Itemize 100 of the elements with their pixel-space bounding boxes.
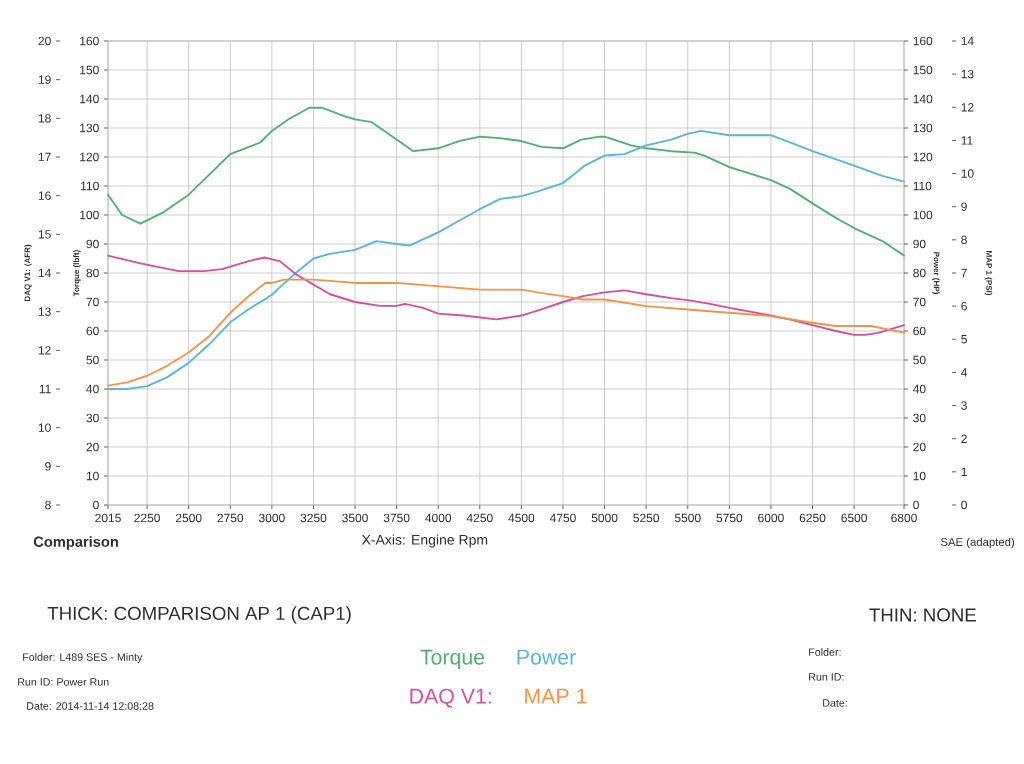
x-tick-label: 5000 (591, 513, 618, 523)
text: Comparison (33, 536, 118, 550)
y-tick-label: 40 (86, 384, 99, 394)
text: Run ID: Power Run (18, 678, 109, 686)
x-tick-label: 4250 (466, 513, 493, 523)
y-tick-label: 17 (38, 152, 51, 162)
y2-tick-label: 100 (913, 210, 933, 220)
x-tick-label: 3250 (300, 513, 327, 523)
y2-tick-label: 120 (913, 152, 933, 162)
y-tick-label: 14 (38, 268, 51, 278)
y2-tick-label: 150 (913, 65, 933, 75)
y-tick-label: 8 (45, 500, 51, 510)
y-tick-label: 80 (86, 268, 99, 278)
x-tick-label: 6250 (799, 513, 826, 523)
y-tick-label: 11 (39, 384, 51, 394)
text: THIN: NONE (869, 608, 976, 622)
y-tick-label: 20 (86, 442, 99, 452)
y-tick-label: 13 (38, 307, 51, 316)
y2-tick-label: 30 (913, 413, 926, 423)
line-series (107, 106, 905, 257)
y2-tick-label: 60 (913, 326, 926, 336)
y2-tick-label: 110 (913, 181, 932, 191)
text: Torque (420, 649, 485, 669)
y2-axis-title: MAP 1 (PSI) (984, 251, 993, 296)
y2-tick-label: 1 (961, 467, 967, 476)
y-tick-label: 130 (80, 123, 99, 133)
y2-axis-title: Power (HP) (932, 252, 940, 294)
text: Folder: (809, 648, 841, 656)
y-tick-label: 100 (80, 210, 99, 220)
y2-tick-label: 70 (913, 297, 926, 307)
x-tick-label: 4750 (549, 513, 576, 523)
y2-tick-label: 13 (961, 69, 974, 79)
y2-tick-label: 7 (961, 268, 967, 278)
y-tick-label: 20 (38, 36, 51, 46)
text: Run ID: (809, 673, 844, 681)
x-tick-label: 2015 (95, 513, 121, 523)
x-tick-label: 2500 (175, 513, 202, 523)
x-tick-label: 4500 (508, 513, 535, 523)
y-tick-label: 10 (38, 423, 51, 432)
text: MAP 1 (525, 688, 587, 704)
x-tick-label: 6000 (758, 513, 784, 523)
y-tick-label: 150 (80, 65, 99, 75)
y-tick-label: 30 (86, 413, 99, 423)
text: THICK: COMPARISON AP 1 (CAP1) (47, 606, 351, 624)
y-tick-label: 110 (81, 181, 99, 191)
text: Folder: L489 SES - Minty (23, 653, 143, 663)
x-tick-label: 2250 (134, 513, 160, 523)
text: SAE (adapted) (940, 537, 1015, 549)
text: DAQ V1: (410, 688, 491, 708)
text: Date: 2014-11-14 12:08:28 (27, 702, 154, 710)
y2-tick-label: 0 (961, 500, 967, 510)
x-axis-title: X-Axis: Engine Rpm (361, 534, 488, 548)
y-tick-label: 90 (86, 239, 99, 249)
x-tick-label: 3750 (383, 513, 410, 523)
x-tick-label: 5500 (674, 513, 701, 523)
y2-tick-label: 90 (913, 239, 926, 249)
y2-tick-label: 4 (961, 368, 968, 377)
y-tick-label: 50 (86, 355, 99, 365)
y-tick-label: 12 (38, 346, 51, 355)
y-tick-label: 10 (86, 471, 99, 481)
y2-tick-label: 50 (913, 355, 926, 365)
y2-tick-label: 12 (961, 103, 974, 112)
y2-tick-label: 9 (961, 202, 967, 211)
x-tick-label: 2750 (217, 513, 244, 523)
y-tick-label: 19 (38, 75, 51, 84)
y2-tick-label: 140 (913, 94, 933, 104)
y-tick-label: 120 (80, 152, 99, 162)
y-tick-label: 0 (93, 500, 99, 510)
text: Power (517, 649, 576, 665)
x-tick-label: 3000 (258, 513, 285, 523)
y2-tick-label: 0 (913, 500, 919, 510)
y-tick-label: 15 (38, 230, 51, 239)
y-tick-label: 60 (86, 326, 99, 336)
y2-tick-label: 3 (961, 401, 967, 410)
y2-tick-label: 20 (913, 442, 926, 452)
y2-tick-label: 5 (961, 335, 967, 344)
y2-tick-label: 8 (961, 235, 967, 245)
y-axis-title: Torque (lbft) (73, 250, 81, 297)
y2-tick-label: 130 (913, 123, 933, 133)
y-tick-label: 9 (45, 462, 51, 471)
y2-tick-label: 11 (961, 136, 973, 145)
y2-tick-label: 10 (913, 471, 926, 481)
y2-tick-label: 2 (961, 434, 967, 443)
y-tick-label: 70 (86, 297, 99, 307)
y2-tick-label: 40 (913, 384, 926, 394)
y2-tick-label: 14 (961, 36, 974, 46)
y-tick-label: 160 (80, 36, 99, 46)
y-axis-title: DAQ V1: (AFR) (24, 244, 32, 302)
y-tick-label: 140 (80, 94, 99, 104)
text: Date: (823, 699, 847, 707)
x-tick-label: 3500 (342, 513, 368, 523)
y2-tick-label: 10 (961, 169, 974, 178)
x-tick-label: 6800 (891, 513, 917, 523)
y2-tick-label: 6 (961, 301, 967, 311)
x-tick-label: 6500 (841, 513, 867, 523)
x-tick-label: 5750 (716, 513, 743, 523)
x-tick-label: 5250 (633, 513, 660, 523)
x-tick-label: 4000 (425, 513, 452, 523)
y-tick-label: 18 (38, 114, 51, 123)
y-tick-label: 16 (38, 191, 51, 200)
